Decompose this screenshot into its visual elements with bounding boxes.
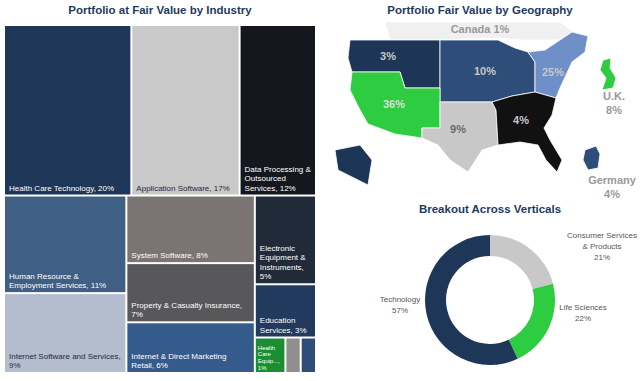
treemap-labels: Health Care Technology, 20% Application S… bbox=[9, 165, 312, 371]
map-label: U.K. 8% bbox=[603, 90, 625, 116]
treemap-tile bbox=[5, 197, 125, 293]
label-line: Internet Software and Services, bbox=[9, 352, 121, 361]
label-line: Consumer Services bbox=[567, 231, 637, 240]
label-line: 8% bbox=[606, 104, 622, 116]
treemap-tile bbox=[241, 26, 315, 195]
treemap-label: Property & Casualty Insurance,7% bbox=[131, 301, 242, 320]
treemap-tile bbox=[127, 264, 253, 321]
label-line: Technology bbox=[380, 295, 420, 304]
chart-title: Breakout Across Verticals bbox=[419, 203, 561, 215]
treemap-tile bbox=[256, 197, 315, 284]
chart-title: Portfolio at Fair Value by Industry bbox=[68, 4, 252, 16]
treemap-tile bbox=[302, 339, 315, 372]
label-line: 9% bbox=[9, 361, 21, 370]
map-region bbox=[422, 102, 498, 172]
treemap-tile bbox=[256, 339, 285, 372]
donut-category-label: Life Sciences bbox=[559, 303, 607, 312]
map-label: 3% bbox=[380, 50, 396, 62]
label-line: Electronic bbox=[260, 244, 295, 253]
treemap-label: HealthCareEquip...,1% bbox=[258, 345, 280, 371]
treemap-label: Health Care Technology, 20% bbox=[9, 184, 114, 193]
donut-slices bbox=[425, 235, 555, 365]
treemap-tile bbox=[5, 294, 125, 372]
map-region bbox=[583, 146, 600, 170]
label-line: Internet & Direct Marketing bbox=[131, 352, 226, 361]
label-line: 4% bbox=[604, 188, 620, 200]
treemap-tile bbox=[127, 323, 253, 372]
donut-value-label: 21% bbox=[594, 253, 610, 262]
map-label: 25% bbox=[542, 66, 564, 78]
label-line: 1% bbox=[258, 365, 267, 371]
treemap-label: System Software, 8% bbox=[131, 251, 207, 260]
label-line: Education bbox=[260, 316, 296, 325]
donut-slice bbox=[425, 235, 518, 365]
treemap-tile bbox=[5, 26, 130, 195]
treemap-tile bbox=[256, 285, 315, 336]
map-label: 4% bbox=[513, 114, 529, 126]
map-label: Canada 1% bbox=[451, 23, 510, 35]
label-line: Outsourced bbox=[245, 174, 286, 183]
treemap-label: Human Resource &Employment Services, 11% bbox=[9, 272, 106, 291]
label-line: System Software, 8% bbox=[131, 251, 207, 260]
label-line: U.K. bbox=[603, 90, 625, 102]
label-line: Health bbox=[258, 345, 275, 351]
label-line: 5% bbox=[260, 272, 272, 281]
label-line: Property & Casualty Insurance, bbox=[131, 301, 242, 310]
donut-category-label: Technology bbox=[380, 295, 420, 304]
label-line: & Products bbox=[582, 242, 621, 251]
treemap-tile bbox=[286, 339, 299, 372]
donut-slice bbox=[490, 235, 553, 289]
map-region bbox=[600, 58, 616, 90]
donut-value-label: 57% bbox=[392, 306, 408, 315]
treemap-tile bbox=[132, 26, 238, 195]
label-line: Health Care Technology, 20% bbox=[9, 184, 114, 193]
map-regions bbox=[335, 22, 616, 185]
label-line: Retail, 6% bbox=[131, 361, 167, 370]
donut-value-label: 22% bbox=[575, 314, 591, 323]
label-line: Data Processing & bbox=[245, 165, 312, 174]
label-line: Care bbox=[258, 351, 272, 357]
chart-title: Portfolio Fair Value by Geography bbox=[387, 4, 573, 16]
label-line: Germany bbox=[588, 174, 637, 186]
map-region bbox=[492, 92, 562, 172]
map-label: 9% bbox=[450, 123, 466, 135]
map-label: Germany 4% bbox=[588, 174, 637, 200]
treemap-label: Data Processing &OutsourcedServices, 12% bbox=[245, 165, 312, 193]
map-label: 10% bbox=[474, 65, 496, 77]
chart-root: Portfolio at Fair Value by Industry Healt… bbox=[0, 0, 640, 381]
donut-slice bbox=[509, 284, 555, 359]
label-line: Services, 3% bbox=[260, 326, 307, 335]
treemap-tiles bbox=[5, 26, 315, 372]
map-region bbox=[385, 22, 575, 40]
treemap-label: Internet & Direct MarketingRetail, 6% bbox=[131, 352, 226, 371]
treemap-tile bbox=[127, 197, 253, 263]
label-line: Application Software, 17% bbox=[136, 184, 229, 193]
label-line: Equip..., bbox=[258, 358, 280, 364]
label-line: Services, 12% bbox=[245, 184, 296, 193]
treemap-label: ElectronicEquipment &Instruments,5% bbox=[260, 244, 306, 282]
map-label: 36% bbox=[383, 98, 405, 110]
label-line: Employment Services, 11% bbox=[9, 281, 106, 290]
label-line: Equipment & bbox=[260, 253, 306, 262]
label-line: Human Resource & bbox=[9, 272, 79, 281]
donut-category-label: Consumer Services & Products bbox=[567, 231, 637, 251]
label-line: Instruments, bbox=[260, 263, 304, 272]
treemap-label: EducationServices, 3% bbox=[260, 316, 307, 335]
map-region bbox=[528, 32, 588, 98]
treemap-label: Application Software, 17% bbox=[136, 184, 229, 193]
label-line: 7% bbox=[131, 310, 143, 319]
map-labels: Canada 1% 3% 10% 25% 36% 9% 4% U.K. 8% Germany 4% bbox=[380, 23, 637, 200]
label-line: Life Sciences bbox=[559, 303, 607, 312]
donut-labels: Consumer Services & Products 21% Life Scien… bbox=[380, 231, 637, 323]
treemap-label: Internet Software and Services,9% bbox=[9, 352, 121, 371]
map-region bbox=[335, 40, 440, 185]
map-region bbox=[440, 40, 535, 102]
chart-svg: Portfolio at Fair Value by Industry Healt… bbox=[0, 0, 640, 381]
